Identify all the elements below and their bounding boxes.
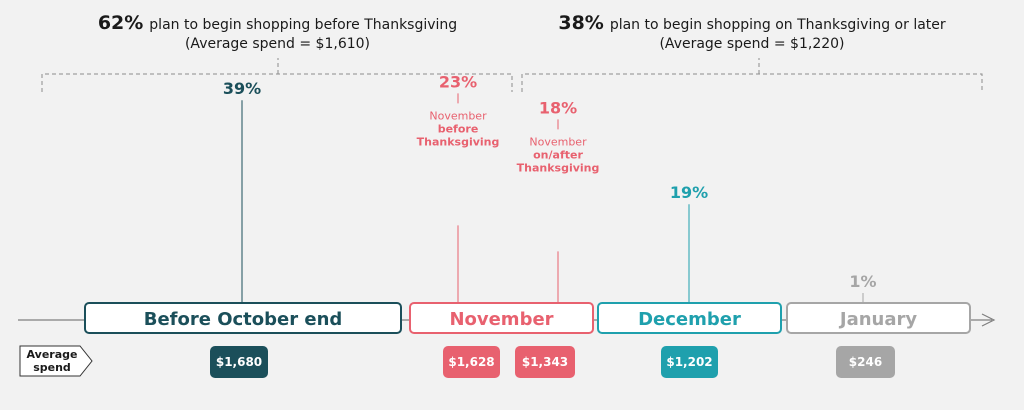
axis-arrow bbox=[981, 313, 996, 327]
spend-badge-4: $1,202 bbox=[661, 346, 718, 378]
header-before-thanksgiving: 62% plan to begin shopping before Thanksg… bbox=[40, 12, 515, 52]
percent-label-3: 18% bbox=[539, 98, 577, 117]
header-brackets bbox=[41, 58, 983, 92]
note-3-line-1: November bbox=[529, 135, 587, 148]
percent-label-5: 1% bbox=[849, 272, 876, 291]
spend-badge-3: $1,343 bbox=[515, 346, 575, 378]
category-label-december: December bbox=[638, 309, 741, 330]
percent-label-1: 39% bbox=[223, 79, 261, 98]
stems bbox=[241, 93, 864, 303]
bracket-before-thanksgiving bbox=[41, 58, 513, 92]
category-label-november: November bbox=[449, 309, 553, 330]
header-right-average: (Average spend = $1,220) bbox=[659, 36, 845, 52]
header-right-percent: 38% bbox=[558, 12, 604, 34]
note-2-line-1: November bbox=[429, 109, 487, 122]
category-label-january: January bbox=[838, 309, 917, 330]
month-boxes: Before October end November December Januar… bbox=[84, 302, 971, 334]
average-spend-shape bbox=[19, 345, 93, 377]
header-left-average: (Average spend = $1,610) bbox=[184, 36, 371, 52]
bracket-on-after-thanksgiving bbox=[521, 58, 983, 92]
spend-badge-5: $246 bbox=[836, 346, 895, 378]
average-spend-label-2: spend bbox=[33, 361, 71, 374]
average-spend-label-1: Average bbox=[27, 348, 78, 361]
percent-label-2: 23% bbox=[439, 72, 477, 91]
header-right-text: plan to begin shopping on Thanksgiving o… bbox=[609, 17, 946, 33]
category-box-december bbox=[597, 302, 782, 334]
spend-badge-2: $1,628 bbox=[443, 346, 500, 378]
category-box-january bbox=[786, 302, 971, 334]
percent-labels: 39% 23%NovemberbeforeThanksgiving18%Novem… bbox=[223, 72, 877, 291]
note-3-line-3: Thanksgiving bbox=[517, 161, 600, 174]
header-left-text: plan to begin shopping before Thanksgivi… bbox=[149, 17, 458, 33]
percent-label-4: 19% bbox=[670, 183, 708, 202]
note-2-line-2: before bbox=[438, 122, 479, 135]
category-box-before-october-end bbox=[84, 302, 402, 334]
header-on-after-thanksgiving: 38% plan to begin shopping on Thanksgivin… bbox=[522, 12, 982, 52]
category-label-before-october-end: Before October end bbox=[144, 309, 343, 330]
spend-badge-1: $1,680 bbox=[210, 346, 268, 378]
note-2-line-3: Thanksgiving bbox=[417, 135, 500, 148]
note-3-line-2: on/after bbox=[533, 148, 583, 161]
header-left-percent: 62% bbox=[97, 12, 144, 34]
category-box-november bbox=[409, 302, 594, 334]
